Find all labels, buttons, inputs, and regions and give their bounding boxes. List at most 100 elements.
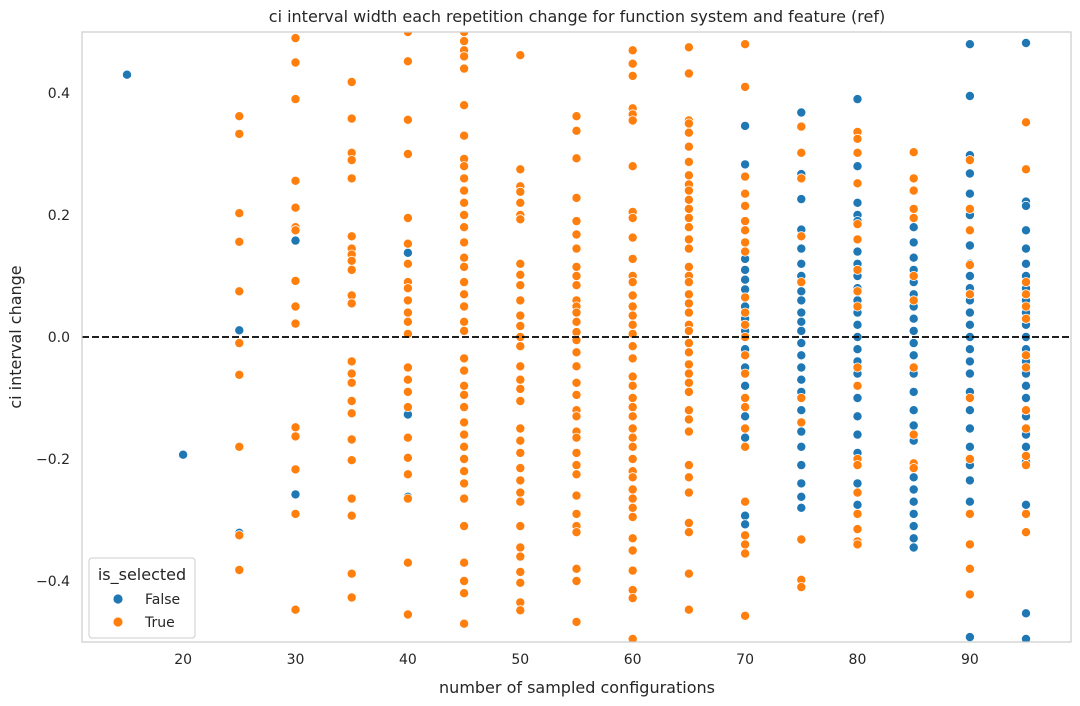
data-point — [515, 164, 526, 175]
data-point — [459, 453, 470, 464]
data-point — [964, 563, 975, 574]
data-point — [627, 402, 638, 413]
data-point — [290, 318, 301, 329]
data-point — [234, 236, 245, 247]
data-point — [964, 496, 975, 507]
data-point — [627, 70, 638, 81]
data-point — [1021, 441, 1032, 452]
data-point — [346, 395, 357, 406]
data-point — [515, 566, 526, 577]
x-tick-label: 20 — [174, 652, 192, 668]
data-point — [1021, 277, 1032, 288]
y-tick-label: −0.2 — [36, 452, 70, 468]
data-point — [346, 434, 357, 445]
data-point — [346, 255, 357, 266]
data-point — [908, 203, 919, 214]
data-point — [740, 392, 751, 403]
data-point — [740, 246, 751, 257]
data-point — [1021, 200, 1032, 211]
data-point — [346, 368, 357, 379]
data-point — [964, 589, 975, 600]
data-point — [459, 185, 470, 196]
data-point — [627, 533, 638, 544]
data-point — [796, 441, 807, 452]
data-point — [627, 161, 638, 172]
data-point — [852, 478, 863, 489]
data-point — [290, 604, 301, 615]
data-point — [964, 632, 975, 642]
data-point — [852, 344, 863, 355]
data-point — [683, 359, 694, 370]
y-axis-label: ci interval change — [6, 265, 25, 408]
data-point — [402, 609, 413, 620]
data-point — [459, 521, 470, 532]
data-point — [908, 533, 919, 544]
data-point — [796, 426, 807, 437]
data-point — [964, 453, 975, 464]
data-point — [346, 592, 357, 603]
data-point — [627, 441, 638, 452]
data-point — [402, 493, 413, 504]
data-point — [1021, 380, 1032, 391]
data-point — [964, 225, 975, 236]
data-point — [402, 56, 413, 67]
data-point — [683, 518, 694, 529]
data-point — [908, 270, 919, 281]
data-point — [852, 487, 863, 498]
data-point — [683, 527, 694, 538]
data-point — [459, 301, 470, 312]
data-point — [627, 310, 638, 321]
data-point — [740, 539, 751, 550]
data-point — [402, 32, 413, 37]
data-point — [683, 212, 694, 223]
data-point — [571, 270, 582, 281]
data-point — [796, 417, 807, 428]
data-point — [459, 402, 470, 413]
data-point — [346, 568, 357, 579]
data-point — [908, 185, 919, 196]
data-point — [683, 604, 694, 615]
data-point — [402, 247, 413, 258]
x-tick-label: 40 — [399, 652, 417, 668]
data-point — [796, 534, 807, 545]
data-point — [459, 316, 470, 327]
data-point — [683, 405, 694, 416]
data-point — [908, 405, 919, 416]
data-point — [234, 325, 245, 336]
data-point — [908, 338, 919, 349]
data-point — [459, 252, 470, 263]
data-point — [459, 289, 470, 300]
data-point — [571, 229, 582, 240]
data-point — [402, 374, 413, 385]
data-point — [740, 350, 751, 361]
data-point — [459, 161, 470, 172]
data-point — [346, 264, 357, 275]
data-point — [740, 530, 751, 541]
data-point — [459, 389, 470, 400]
data-point — [627, 353, 638, 364]
data-point — [627, 411, 638, 422]
data-point — [515, 496, 526, 507]
data-point — [796, 194, 807, 205]
data-point — [964, 307, 975, 318]
data-point — [459, 261, 470, 272]
data-point — [402, 283, 413, 294]
data-point — [402, 148, 413, 159]
data-point — [402, 469, 413, 480]
data-point — [908, 463, 919, 474]
data-point — [290, 94, 301, 105]
data-point — [571, 216, 582, 227]
data-point — [290, 202, 301, 213]
data-point — [571, 411, 582, 422]
data-point — [740, 496, 751, 507]
data-point — [627, 493, 638, 504]
data-point — [346, 356, 357, 367]
data-point — [852, 362, 863, 373]
data-point — [402, 557, 413, 568]
legend-label-false: False — [145, 592, 180, 608]
data-point — [515, 186, 526, 197]
data-point — [740, 510, 751, 521]
data-point — [571, 432, 582, 443]
data-point — [627, 512, 638, 523]
